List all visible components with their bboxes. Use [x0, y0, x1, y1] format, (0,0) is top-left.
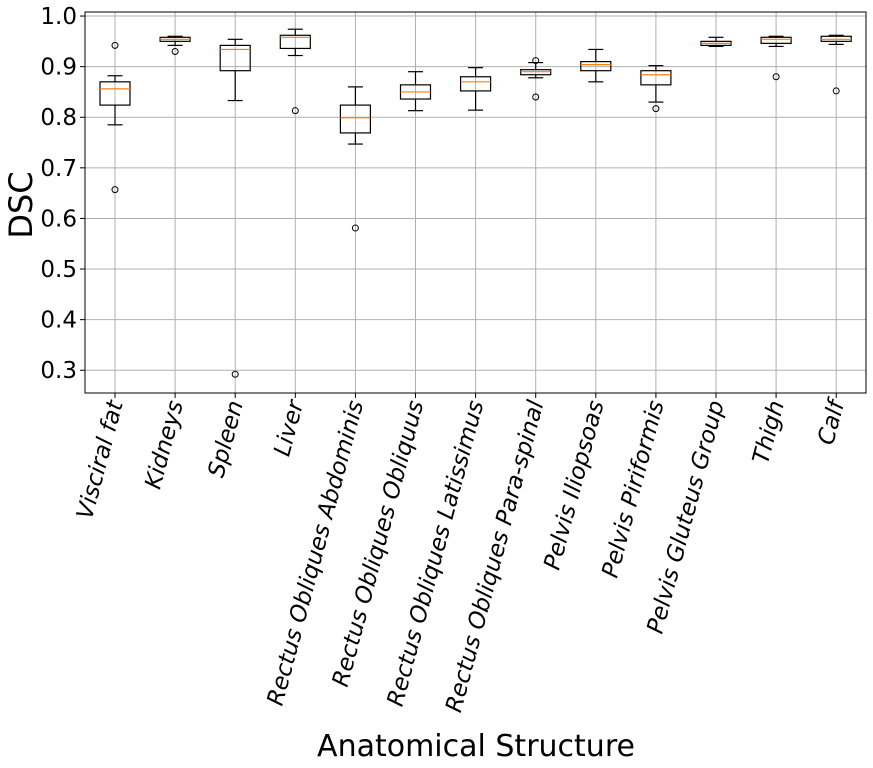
x-tick-label: Visciral fat — [72, 397, 129, 522]
y-axis-label: DSC — [2, 171, 40, 238]
box-iqr — [279, 34, 311, 50]
box-11 — [700, 36, 732, 48]
y-axis-ticks: 0.3 0.4 0.5 0.6 0.7 0.8 0.9 1.0 — [40, 4, 85, 384]
outlier-point — [832, 87, 840, 95]
y-tick-label: 0.9 — [40, 55, 77, 81]
box-7 — [460, 67, 492, 111]
outlier-point — [111, 41, 119, 49]
box-iqr — [99, 81, 131, 106]
outlier-point — [111, 186, 119, 194]
outlier-point — [532, 93, 540, 101]
box-iqr — [640, 70, 672, 86]
y-tick-label: 0.5 — [40, 257, 77, 283]
x-tick-label: Spleen — [204, 398, 249, 481]
y-tick-label: 0.6 — [40, 206, 77, 232]
y-tick-label: 0.8 — [40, 105, 77, 131]
box-2 — [159, 35, 191, 55]
box-5 — [339, 86, 371, 232]
box-1 — [99, 41, 131, 194]
x-tick-label: Calf — [813, 395, 850, 448]
box-8 — [520, 57, 552, 101]
box-9 — [580, 48, 612, 83]
box-iqr — [760, 36, 792, 44]
x-tick-label: Kidneys — [140, 398, 189, 492]
box-13 — [820, 34, 852, 95]
x-tick-label: Pelvis Piriformis — [597, 398, 669, 581]
box-3 — [219, 38, 251, 378]
outlier-point — [772, 73, 780, 81]
outlier-point — [532, 57, 540, 65]
box-4 — [279, 28, 311, 115]
outlier-point — [351, 224, 359, 232]
outlier-point — [231, 370, 239, 378]
y-tick-label: 0.7 — [40, 156, 77, 182]
outlier-point — [652, 105, 660, 113]
box-iqr — [339, 104, 371, 134]
x-tick-label: Pelvis Iliopsoas — [539, 398, 609, 573]
box-6 — [399, 71, 432, 112]
x-tick-label: Liver — [269, 396, 309, 459]
y-tick-label: 0.4 — [40, 308, 77, 334]
box-12 — [760, 35, 792, 81]
x-axis-label: Anatomical Structure — [317, 729, 635, 764]
boxes — [99, 28, 852, 378]
box-iqr — [219, 44, 251, 72]
y-tick-label: 1.0 — [40, 4, 77, 30]
outlier-point — [171, 47, 179, 55]
outlier-point — [291, 107, 299, 115]
y-tick-label: 0.3 — [40, 358, 77, 384]
box-10 — [640, 65, 672, 113]
x-tick-label: Thigh — [748, 398, 790, 467]
box-iqr — [580, 60, 612, 72]
box-iqr — [460, 76, 492, 92]
